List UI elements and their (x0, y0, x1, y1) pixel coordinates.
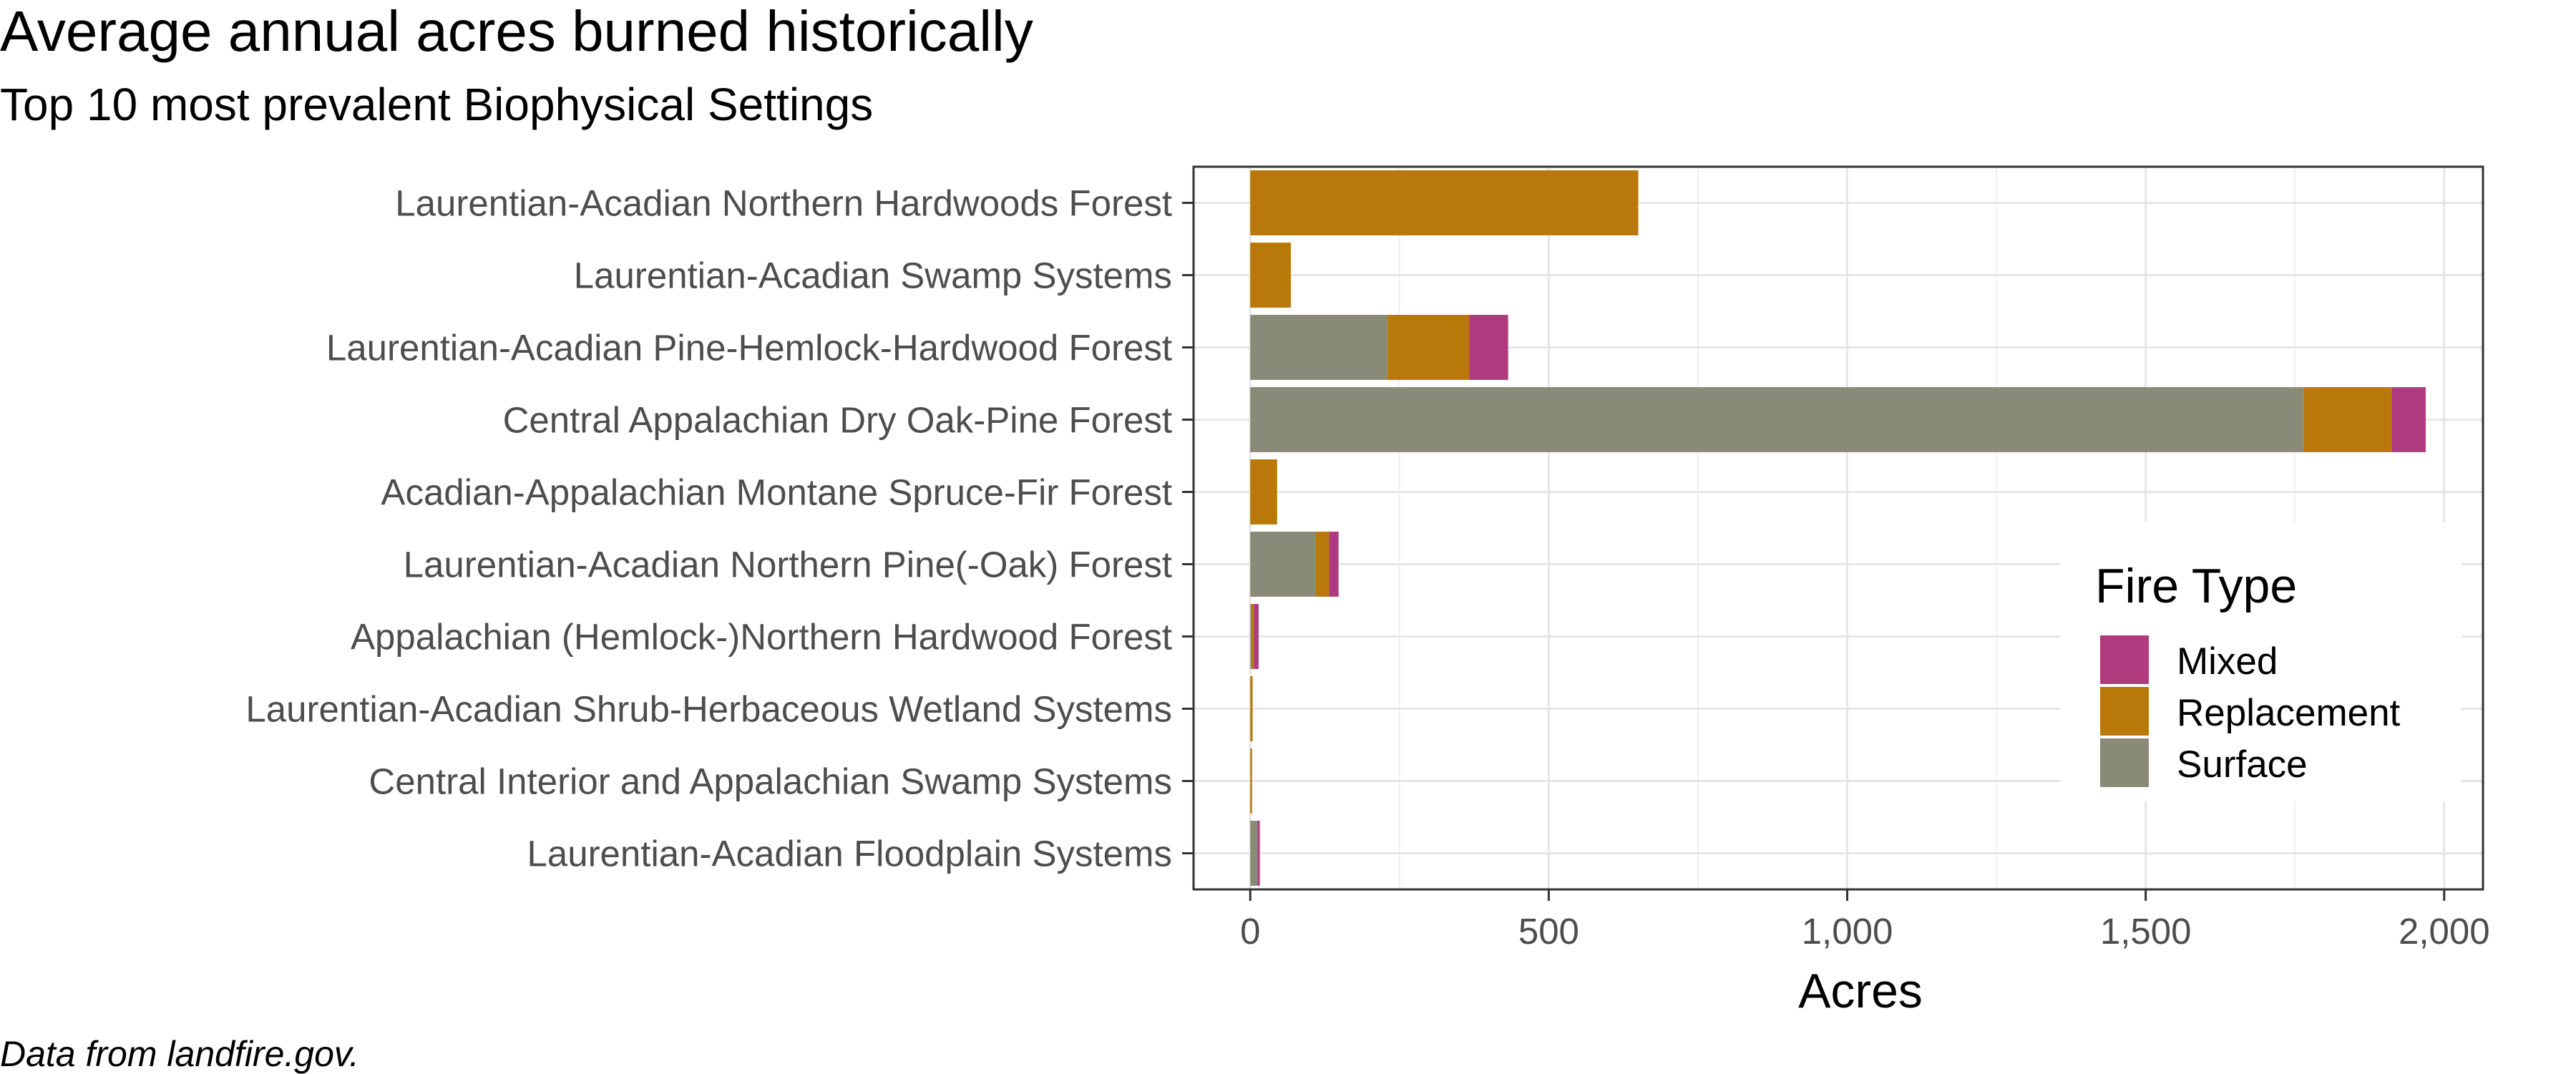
bar-replacement (1250, 170, 1639, 235)
category-label: Acadian-Appalachian Montane Spruce-Fir F… (381, 472, 1172, 513)
category-label: Appalachian (Hemlock-)Northern Hardwood … (351, 617, 1172, 658)
bar-mixed (1329, 532, 1339, 597)
legend-label-mixed: Mixed (2177, 640, 2278, 683)
legend: Fire Type Mixed Replacement Surface (2061, 522, 2462, 801)
chart-caption: Data from landfire.gov. (0, 1034, 360, 1074)
bar-replacement (1250, 748, 1252, 814)
bar-replacement (1250, 676, 1253, 741)
category-label: Laurentian-Acadian Pine-Hemlock-Hardwood… (326, 328, 1172, 368)
x-tick-label: 2,000 (2399, 911, 2490, 952)
category-label: Laurentian-Acadian Northern Hardwoods Fo… (395, 183, 1172, 224)
bar-surface (1250, 821, 1258, 886)
bar-surface (1250, 604, 1252, 669)
bar-replacement (2303, 387, 2392, 452)
legend-key-surface (2100, 738, 2149, 787)
legend-label-surface: Surface (2177, 743, 2308, 786)
category-label: Laurentian-Acadian Floodplain Systems (527, 834, 1172, 874)
bar-mixed (1469, 315, 1508, 380)
legend-title: Fire Type (2095, 559, 2297, 613)
x-tick-label: 500 (1518, 911, 1579, 952)
bar-replacement (1250, 243, 1291, 308)
bar-mixed (1254, 604, 1259, 669)
category-label: Laurentian-Acadian Swamp Systems (574, 255, 1172, 296)
category-label: Central Appalachian Dry Oak-Pine Forest (503, 400, 1172, 441)
category-label: Central Interior and Appalachian Swamp S… (369, 761, 1172, 802)
bar-surface (1250, 532, 1317, 597)
category-label: Laurentian-Acadian Northern Pine(-Oak) F… (404, 545, 1172, 585)
legend-key-replacement (2100, 687, 2149, 736)
bar-mixed (1257, 821, 1260, 886)
x-axis-title: Acres (1798, 964, 1923, 1018)
x-tick-label: 1,500 (2100, 911, 2192, 952)
bar-replacement (1387, 315, 1470, 380)
chart-subtitle: Top 10 most prevalent Biophysical Settin… (0, 79, 874, 130)
category-label: Laurentian-Acadian Shrub-Herbaceous Wetl… (245, 689, 1172, 730)
chart-title: Average annual acres burned historically (0, 0, 1033, 63)
legend-label-replacement: Replacement (2177, 692, 2401, 734)
bar-surface (1250, 387, 2304, 452)
bars-layer (1250, 170, 2426, 886)
x-axis: 0 500 1,000 1,500 2,000 (1240, 889, 2490, 952)
x-tick-label: 0 (1240, 911, 1260, 952)
bar-mixed (2391, 387, 2426, 452)
y-axis: Laurentian-Acadian Northern Hardwoods Fo… (245, 183, 1194, 874)
panel-border (1192, 165, 2484, 891)
legend-key-mixed (2100, 635, 2149, 684)
bar-replacement (1250, 459, 1277, 524)
bar-surface (1250, 315, 1388, 380)
x-tick-label: 1,000 (1802, 911, 1893, 952)
bar-replacement (1316, 532, 1330, 597)
bar-replacement (1251, 604, 1254, 669)
